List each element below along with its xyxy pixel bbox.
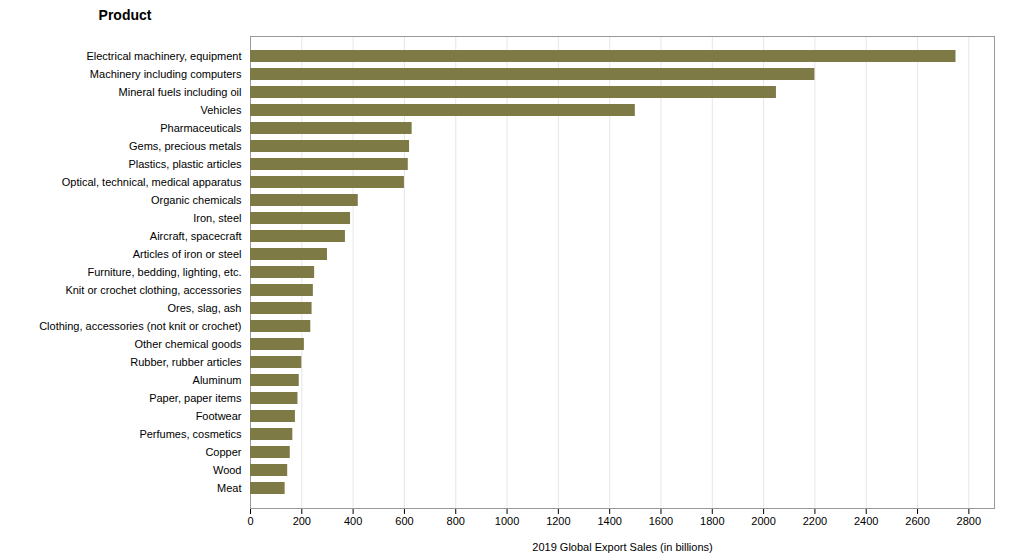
- svg-text:Optical, technical, medical ap: Optical, technical, medical apparatus: [62, 176, 242, 188]
- svg-text:Ores, slag, ash: Ores, slag, ash: [168, 302, 242, 314]
- svg-text:1000: 1000: [495, 515, 519, 527]
- svg-text:Furniture, bedding, lighting,: Furniture, bedding, lighting, etc.: [87, 266, 241, 278]
- svg-text:Paper, paper items: Paper, paper items: [149, 392, 242, 404]
- svg-text:0: 0: [247, 515, 253, 527]
- svg-text:Plastics, plastic articles: Plastics, plastic articles: [128, 158, 242, 170]
- svg-text:Aircraft, spacecraft: Aircraft, spacecraft: [150, 230, 242, 242]
- svg-text:2019 Global Export Sales (in b: 2019 Global Export Sales (in billions): [532, 541, 712, 553]
- svg-text:Iron, steel: Iron, steel: [193, 212, 241, 224]
- svg-text:1800: 1800: [700, 515, 724, 527]
- svg-text:Clothing, accessories (not kni: Clothing, accessories (not knit or croch…: [39, 320, 241, 332]
- svg-text:Other chemical goods: Other chemical goods: [135, 338, 242, 350]
- svg-text:Organic chemicals: Organic chemicals: [151, 194, 242, 206]
- svg-text:Machinery including computers: Machinery including computers: [90, 68, 242, 80]
- svg-text:Gems, precious metals: Gems, precious metals: [129, 140, 242, 152]
- svg-text:2200: 2200: [803, 515, 827, 527]
- svg-text:1200: 1200: [546, 515, 570, 527]
- svg-text:2600: 2600: [905, 515, 929, 527]
- svg-text:Aluminum: Aluminum: [193, 374, 242, 386]
- svg-text:600: 600: [395, 515, 413, 527]
- svg-text:1600: 1600: [649, 515, 673, 527]
- svg-text:Articles of iron or steel: Articles of iron or steel: [133, 248, 242, 260]
- html-text:Product: Product: [98, 7, 152, 23]
- svg-text:Knit or crochet clothing, acce: Knit or crochet clothing, accessories: [65, 284, 242, 296]
- svg-text:Wood: Wood: [213, 464, 242, 476]
- svg-text:Footwear: Footwear: [196, 410, 242, 422]
- svg-text:200: 200: [293, 515, 311, 527]
- svg-text:800: 800: [447, 515, 465, 527]
- svg-text:Mineral fuels including oil: Mineral fuels including oil: [119, 86, 242, 98]
- svg-text:Vehicles: Vehicles: [201, 104, 242, 116]
- svg-text:2800: 2800: [957, 515, 981, 527]
- svg-text:Copper: Copper: [205, 446, 241, 458]
- svg-text:Pharmaceuticals: Pharmaceuticals: [160, 122, 242, 134]
- svg-text:Rubber, rubber articles: Rubber, rubber articles: [130, 356, 242, 368]
- svg-text:2400: 2400: [854, 515, 878, 527]
- svg-text:1400: 1400: [597, 515, 621, 527]
- svg-text:Perfumes, cosmetics: Perfumes, cosmetics: [139, 428, 242, 440]
- svg-text:400: 400: [344, 515, 362, 527]
- svg-text:Electrical machinery, equipmen: Electrical machinery, equipment: [86, 50, 241, 62]
- svg-text:2000: 2000: [751, 515, 775, 527]
- svg-text:Meat: Meat: [217, 482, 241, 494]
